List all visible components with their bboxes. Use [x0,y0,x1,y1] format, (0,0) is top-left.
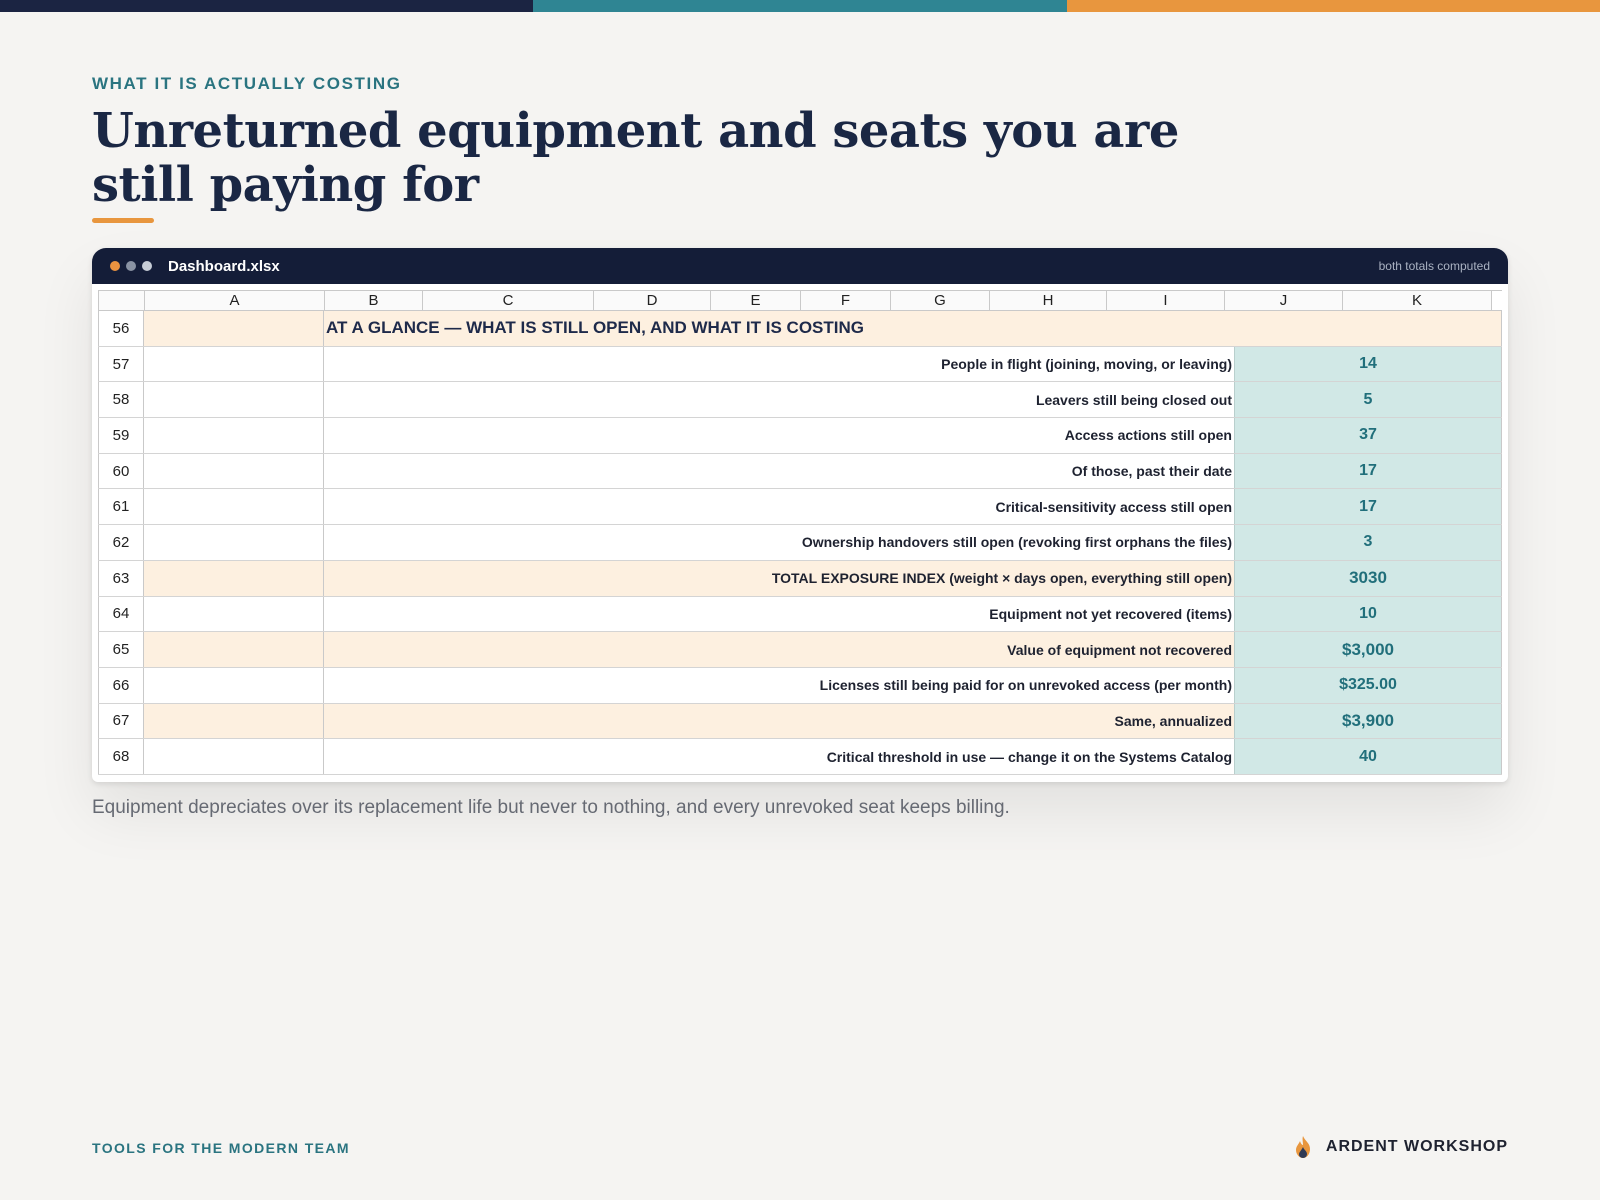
table-row: 58 Leavers still being closed out 5 [98,382,1502,419]
label-cell[interactable]: People in flight (joining, moving, or le… [941,356,1232,373]
row-number[interactable]: 61 [98,489,144,525]
row-number[interactable]: 68 [98,739,144,774]
caption-text: Equipment depreciates over its replaceme… [92,797,1010,818]
label-cell[interactable]: TOTAL EXPOSURE INDEX (weight × days open… [324,560,1234,596]
table-row: 62 Ownership handovers still open (revok… [98,525,1502,561]
row-number[interactable]: 67 [98,703,144,739]
status-note: both totals computed [1378,259,1490,273]
value-cell[interactable]: 17 [1234,453,1502,489]
label-cell[interactable]: Value of equipment not recovered [324,632,1234,667]
cell-a[interactable] [144,489,324,525]
column-header-k[interactable]: K [1342,291,1492,310]
row-number[interactable]: 63 [98,560,144,596]
value-cell[interactable]: $325.00 [1234,667,1502,703]
value-cell[interactable]: 17 [1234,489,1502,525]
label-cell[interactable]: Critical-sensitivity access still open [995,498,1232,515]
accent-segment-navy [0,0,534,12]
value-cell[interactable]: $3,000 [1234,632,1502,667]
window-titlebar: Dashboard.xlsx both totals computed [92,248,1508,284]
file-name: Dashboard.xlsx [168,257,280,275]
table-row: 66 Licenses still being paid for on unre… [98,667,1502,704]
value-cell[interactable]: 40 [1234,739,1502,774]
top-accent-bar [0,0,1600,12]
table-row: 64 Equipment not yet recovered (items) 1… [98,596,1502,633]
brand-name: ARDENT WORKSHOP [1325,1138,1508,1155]
column-header-d[interactable]: D [593,291,710,310]
table-row: 57 People in flight (joining, moving, or… [98,346,1502,383]
sheet-grid: A B C D E F G H I J K 56 AT A GLANCE — W… [98,290,1502,775]
label-cell[interactable]: Of those, past their date [1071,463,1232,480]
cell-a[interactable] [144,560,324,596]
cell-a[interactable] [144,525,324,560]
column-header-a[interactable]: A [144,291,324,310]
table-row: 56 AT A GLANCE — WHAT IS STILL OPEN, AND… [98,311,1502,347]
flame-icon [1295,1136,1310,1158]
footer-tagline: TOOLS FOR THE MODERN TEAM [92,1140,350,1156]
value-cell[interactable]: $3,900 [1234,703,1502,739]
column-header-h[interactable]: H [989,291,1106,310]
column-headers: A B C D E F G H I J K [98,290,1502,311]
cell-a[interactable] [144,596,324,632]
footer-brand: ARDENT WORKSHOP [1292,1135,1508,1159]
accent-segment-orange [1066,0,1600,12]
value-cell[interactable]: 3030 [1234,560,1502,596]
value-cell[interactable]: 37 [1234,418,1502,453]
cell-a[interactable] [144,382,324,418]
cell-a[interactable] [144,311,324,346]
cell-a[interactable] [144,739,324,774]
value-cell[interactable]: 10 [1234,596,1502,632]
table-row: 65 Value of equipment not recovered $3,0… [98,632,1502,668]
cell-a[interactable] [144,453,324,489]
window-dot-light[interactable] [142,261,152,271]
table-row: 68 Critical threshold in use — change it… [98,739,1502,775]
label-cell[interactable]: Access actions still open [1064,427,1232,444]
column-header-j[interactable]: J [1224,291,1342,310]
column-header-corner[interactable] [98,291,144,310]
column-header-c[interactable]: C [422,291,593,310]
label-cell[interactable]: Same, annualized [324,703,1234,739]
column-header-e[interactable]: E [710,291,800,310]
table-row: 67 Same, annualized $3,900 [98,703,1502,740]
title-underline [92,218,154,223]
accent-segment-teal [533,0,1067,12]
value-cell[interactable]: 14 [1234,346,1502,382]
row-number[interactable]: 58 [98,382,144,418]
row-number[interactable]: 56 [98,311,144,346]
column-header-i[interactable]: I [1106,291,1224,310]
cell-a[interactable] [144,418,324,453]
column-header-f[interactable]: F [800,291,890,310]
row-number[interactable]: 62 [98,525,144,560]
section-title-cell[interactable]: AT A GLANCE — WHAT IS STILL OPEN, AND WH… [324,311,1502,346]
cell-a[interactable] [144,346,324,382]
label-cell[interactable]: Equipment not yet recovered (items) [989,605,1232,622]
window-dot-gray[interactable] [126,261,136,271]
window-dot-orange[interactable] [110,261,120,271]
column-header-b[interactable]: B [324,291,422,310]
row-number[interactable]: 65 [98,632,144,667]
spreadsheet-window: Dashboard.xlsx both totals computed A B … [92,248,1508,782]
label-cell[interactable]: Ownership handovers still open (revoking… [801,534,1232,551]
table-row: 60 Of those, past their date 17 [98,453,1502,490]
table-row: 59 Access actions still open 37 [98,418,1502,454]
value-cell[interactable]: 3 [1234,525,1502,560]
row-number[interactable]: 66 [98,667,144,703]
row-number[interactable]: 64 [98,596,144,632]
row-number[interactable]: 60 [98,453,144,489]
page-title: Unreturned equipment and seats you are s… [92,103,1179,213]
label-cell[interactable]: Leavers still being closed out [1035,391,1232,408]
eyebrow-label: WHAT IT IS ACTUALLY COSTING [92,74,402,93]
table-row: 61 Critical-sensitivity access still ope… [98,489,1502,526]
cell-a[interactable] [144,632,324,667]
column-header-g[interactable]: G [890,291,989,310]
table-row: 63 TOTAL EXPOSURE INDEX (weight × days o… [98,560,1502,597]
row-number[interactable]: 57 [98,346,144,382]
row-number[interactable]: 59 [98,418,144,453]
label-cell[interactable]: Licenses still being paid for on unrevok… [819,677,1232,694]
label-cell[interactable]: Critical threshold in use — change it on… [826,748,1232,765]
cell-a[interactable] [144,703,324,739]
value-cell[interactable]: 5 [1234,382,1502,418]
cell-a[interactable] [144,667,324,703]
